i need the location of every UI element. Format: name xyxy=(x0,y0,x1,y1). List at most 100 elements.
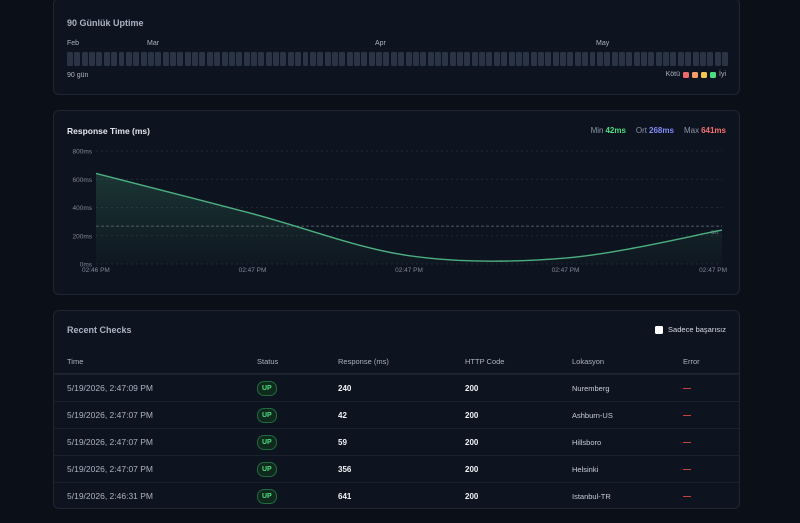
uptime-day-bar[interactable] xyxy=(405,52,412,66)
uptime-day-bar[interactable] xyxy=(471,52,478,66)
uptime-day-bar[interactable] xyxy=(243,52,250,66)
uptime-day-bar[interactable] xyxy=(523,52,530,66)
uptime-day-bar[interactable] xyxy=(582,52,589,66)
uptime-day-bar[interactable] xyxy=(170,52,176,66)
failed-only-filter[interactable]: Sadece başarısız xyxy=(655,325,726,334)
uptime-day-bar[interactable] xyxy=(74,52,81,66)
uptime-day-bar[interactable] xyxy=(162,52,169,66)
uptime-day-bar[interactable] xyxy=(464,52,471,66)
column-header-error[interactable]: Error xyxy=(683,357,700,366)
uptime-day-bar[interactable] xyxy=(618,52,625,66)
uptime-day-bar[interactable] xyxy=(692,52,699,66)
uptime-day-bar[interactable] xyxy=(538,52,544,66)
uptime-day-bar[interactable] xyxy=(626,52,633,66)
uptime-day-bar[interactable] xyxy=(221,52,228,66)
uptime-day-bar[interactable] xyxy=(331,52,338,66)
uptime-day-bar[interactable] xyxy=(111,52,118,66)
uptime-day-bar[interactable] xyxy=(596,52,603,66)
uptime-day-bar[interactable] xyxy=(67,52,73,66)
uptime-day-bar[interactable] xyxy=(368,52,375,66)
uptime-day-bar[interactable] xyxy=(280,52,287,66)
uptime-day-bar[interactable] xyxy=(604,52,611,66)
uptime-day-bar[interactable] xyxy=(383,52,390,66)
uptime-day-bar[interactable] xyxy=(457,52,464,66)
uptime-day-bar[interactable] xyxy=(434,52,441,66)
uptime-day-bar[interactable] xyxy=(184,52,191,66)
uptime-day-bar[interactable] xyxy=(530,52,537,66)
uptime-day-bar[interactable] xyxy=(479,52,486,66)
uptime-day-bar[interactable] xyxy=(552,52,559,66)
uptime-day-bar[interactable] xyxy=(287,52,294,66)
uptime-day-bar[interactable] xyxy=(641,52,647,66)
uptime-day-bar[interactable] xyxy=(273,52,280,66)
uptime-day-bar[interactable] xyxy=(295,52,302,66)
uptime-day-bar[interactable] xyxy=(663,52,670,66)
uptime-day-bar[interactable] xyxy=(677,52,684,66)
uptime-day-bar[interactable] xyxy=(486,52,493,66)
table-row: 5/19/2026, 2:47:07 PM UP 42 200 Ashburn-… xyxy=(54,401,739,428)
uptime-day-bar[interactable] xyxy=(361,52,368,66)
uptime-day-bar[interactable] xyxy=(398,52,405,66)
cell-error: — xyxy=(683,492,691,501)
uptime-day-bar[interactable] xyxy=(89,52,96,66)
failed-only-checkbox[interactable] xyxy=(655,325,664,334)
uptime-day-bar[interactable] xyxy=(177,52,184,66)
uptime-day-bar[interactable] xyxy=(721,52,728,66)
uptime-day-bar[interactable] xyxy=(258,52,265,66)
uptime-day-bar[interactable] xyxy=(81,52,88,66)
uptime-day-bar[interactable] xyxy=(96,52,103,66)
column-header-response[interactable]: Response (ms) xyxy=(338,357,389,366)
uptime-day-bar[interactable] xyxy=(354,52,360,66)
uptime-day-bar[interactable] xyxy=(390,52,397,66)
uptime-day-bar[interactable] xyxy=(427,52,434,66)
column-header-time[interactable]: Time xyxy=(67,357,84,366)
uptime-day-bar[interactable] xyxy=(140,52,147,66)
uptime-day-bar[interactable] xyxy=(611,52,618,66)
uptime-day-bar[interactable] xyxy=(501,52,508,66)
column-header-location[interactable]: Lokasyon xyxy=(572,357,605,366)
uptime-day-bar[interactable] xyxy=(265,52,272,66)
uptime-day-bar[interactable] xyxy=(420,52,427,66)
uptime-day-bar[interactable] xyxy=(545,52,552,66)
uptime-day-bar[interactable] xyxy=(574,52,581,66)
uptime-day-bar[interactable] xyxy=(589,52,596,66)
uptime-day-bar[interactable] xyxy=(155,52,162,66)
uptime-day-bar[interactable] xyxy=(714,52,721,66)
uptime-day-bar[interactable] xyxy=(339,52,346,66)
uptime-day-bar[interactable] xyxy=(699,52,706,66)
uptime-day-bar[interactable] xyxy=(118,52,125,66)
uptime-day-bar[interactable] xyxy=(670,52,677,66)
uptime-day-bar[interactable] xyxy=(206,52,213,66)
uptime-day-bar[interactable] xyxy=(493,52,500,66)
uptime-day-bar[interactable] xyxy=(685,52,692,66)
uptime-day-bar[interactable] xyxy=(567,52,574,66)
uptime-day-bar[interactable] xyxy=(147,52,154,66)
uptime-day-bar[interactable] xyxy=(508,52,515,66)
uptime-day-bar[interactable] xyxy=(214,52,221,66)
uptime-day-bar[interactable] xyxy=(449,52,456,66)
column-header-status[interactable]: Status xyxy=(257,357,279,366)
uptime-day-bar[interactable] xyxy=(442,52,449,66)
uptime-day-bar[interactable] xyxy=(633,52,640,66)
uptime-day-bar[interactable] xyxy=(317,52,324,66)
uptime-day-bar[interactable] xyxy=(192,52,199,66)
uptime-day-bar[interactable] xyxy=(236,52,243,66)
uptime-day-bar[interactable] xyxy=(412,52,419,66)
uptime-day-bar[interactable] xyxy=(125,52,132,66)
uptime-day-bar[interactable] xyxy=(199,52,206,66)
uptime-day-bar[interactable] xyxy=(302,52,309,66)
uptime-day-bar[interactable] xyxy=(655,52,662,66)
uptime-day-bar[interactable] xyxy=(250,52,257,66)
uptime-day-bar[interactable] xyxy=(103,52,110,66)
uptime-day-bar[interactable] xyxy=(346,52,353,66)
uptime-day-bar[interactable] xyxy=(376,52,383,66)
uptime-day-bar[interactable] xyxy=(648,52,655,66)
uptime-day-bar[interactable] xyxy=(228,52,235,66)
uptime-day-bar[interactable] xyxy=(707,52,714,66)
column-header-http-code[interactable]: HTTP Code xyxy=(465,357,505,366)
uptime-day-bar[interactable] xyxy=(324,52,331,66)
uptime-day-bar[interactable] xyxy=(309,52,316,66)
uptime-day-bar[interactable] xyxy=(560,52,567,66)
uptime-day-bar[interactable] xyxy=(515,52,522,66)
uptime-day-bar[interactable] xyxy=(133,52,140,66)
